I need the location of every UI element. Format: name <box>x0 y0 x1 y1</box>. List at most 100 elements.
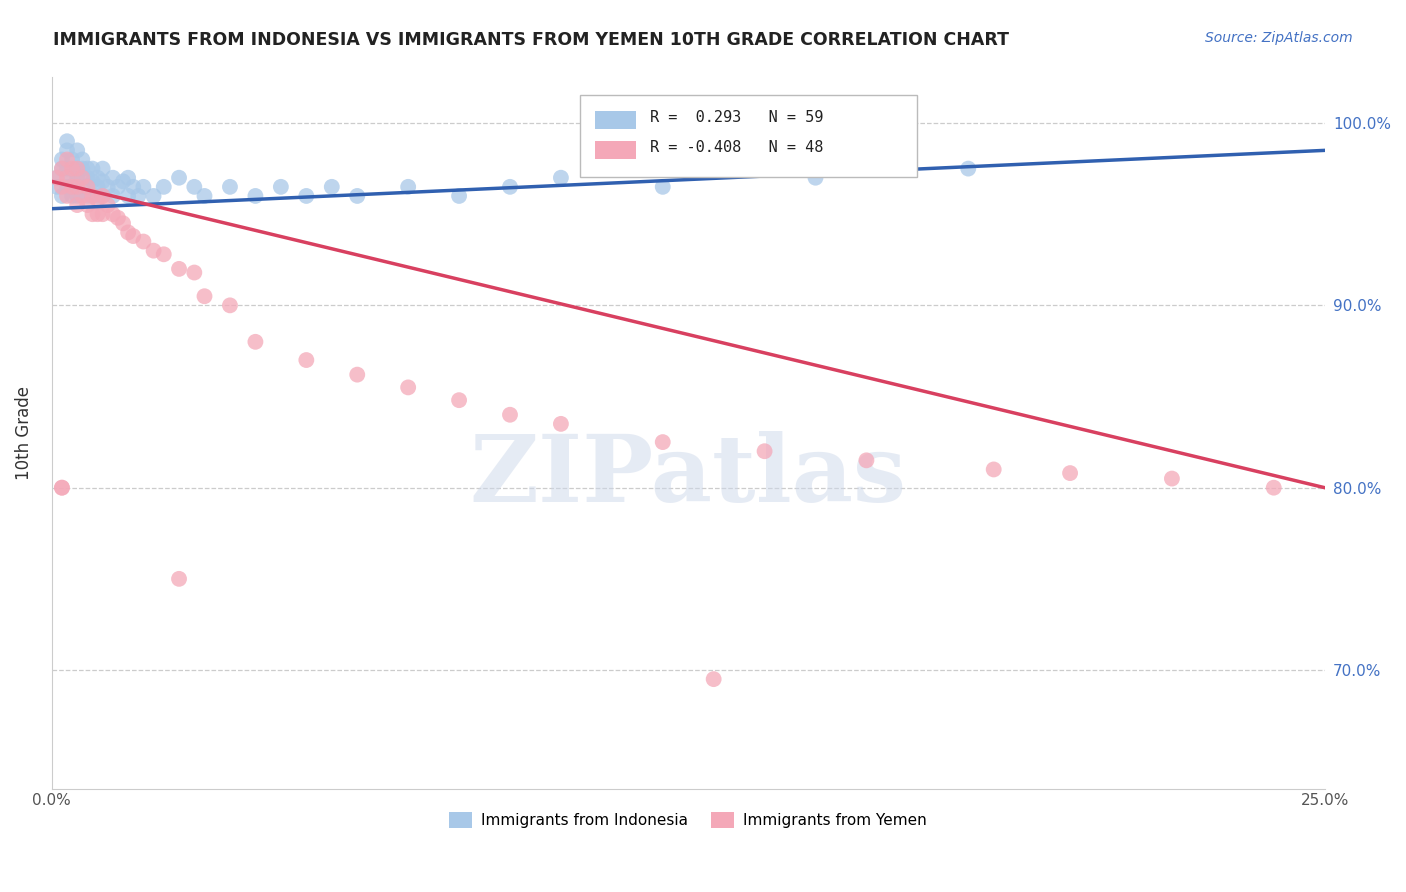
Point <box>245 189 267 203</box>
Point <box>45 170 67 185</box>
Point <box>56 144 79 158</box>
Text: R =  0.293   N = 59: R = 0.293 N = 59 <box>650 111 824 126</box>
Point <box>51 161 73 176</box>
Bar <box>595 141 636 159</box>
Point <box>550 170 572 185</box>
Point <box>219 179 242 194</box>
Point <box>56 153 79 167</box>
Point <box>86 170 108 185</box>
Point <box>703 672 725 686</box>
Point <box>167 170 190 185</box>
Point <box>82 189 104 203</box>
Point <box>56 161 79 176</box>
Point <box>550 417 572 431</box>
Point <box>122 229 145 244</box>
Point <box>112 216 135 230</box>
Point <box>91 189 114 203</box>
Point <box>51 481 73 495</box>
Point <box>396 380 419 394</box>
Point <box>91 174 114 188</box>
Point <box>45 179 67 194</box>
Point <box>51 179 73 194</box>
Point <box>346 189 368 203</box>
Point <box>152 179 174 194</box>
Point <box>183 179 205 194</box>
Point <box>51 153 73 167</box>
Point <box>107 179 129 194</box>
Point <box>754 444 776 458</box>
Point <box>51 189 73 203</box>
Point <box>82 161 104 176</box>
Point <box>66 161 89 176</box>
Point <box>193 289 215 303</box>
Point <box>66 170 89 185</box>
Point <box>82 207 104 221</box>
Point <box>346 368 368 382</box>
Point <box>295 353 318 368</box>
Point <box>101 170 124 185</box>
Point <box>60 179 83 194</box>
Point <box>72 153 94 167</box>
Point <box>97 179 120 194</box>
Point <box>72 170 94 185</box>
Point <box>66 198 89 212</box>
Point <box>1161 472 1184 486</box>
Point <box>60 161 83 176</box>
Point <box>1059 466 1081 480</box>
Point <box>56 179 79 194</box>
Point <box>82 174 104 188</box>
Point <box>66 179 89 194</box>
Point <box>76 198 98 212</box>
Point <box>45 170 67 185</box>
Point <box>167 572 190 586</box>
Point <box>132 179 155 194</box>
Point <box>91 161 114 176</box>
Point <box>60 170 83 185</box>
Point <box>117 226 139 240</box>
Point <box>97 198 120 212</box>
Point <box>167 261 190 276</box>
Point <box>101 189 124 203</box>
Point <box>142 244 165 258</box>
Point <box>76 161 98 176</box>
Point <box>245 334 267 349</box>
Point <box>112 174 135 188</box>
Point <box>804 170 827 185</box>
Point <box>499 179 522 194</box>
Point <box>193 189 215 203</box>
Point <box>270 179 292 194</box>
Point <box>72 179 94 194</box>
Point <box>72 161 94 176</box>
Point <box>295 189 318 203</box>
Point <box>76 179 98 194</box>
Text: R = -0.408   N = 48: R = -0.408 N = 48 <box>650 140 824 155</box>
Bar <box>595 111 636 129</box>
Point <box>321 179 343 194</box>
Point <box>66 189 89 203</box>
Point <box>983 462 1005 476</box>
Point <box>142 189 165 203</box>
Point <box>651 179 673 194</box>
Point <box>183 266 205 280</box>
Point <box>72 189 94 203</box>
Text: IMMIGRANTS FROM INDONESIA VS IMMIGRANTS FROM YEMEN 10TH GRADE CORRELATION CHART: IMMIGRANTS FROM INDONESIA VS IMMIGRANTS … <box>53 31 1010 49</box>
Point <box>76 170 98 185</box>
Point <box>76 189 98 203</box>
Point <box>60 153 83 167</box>
Point <box>86 189 108 203</box>
Point <box>132 235 155 249</box>
Point <box>449 189 471 203</box>
Point <box>855 453 877 467</box>
Point <box>86 207 108 221</box>
Point <box>101 207 124 221</box>
Point <box>219 298 242 312</box>
Point <box>117 189 139 203</box>
Point <box>127 189 149 203</box>
Point <box>51 481 73 495</box>
Point <box>449 393 471 408</box>
Point <box>651 435 673 450</box>
Point <box>86 193 108 207</box>
Point <box>122 179 145 194</box>
Point <box>56 170 79 185</box>
Point <box>51 161 73 176</box>
